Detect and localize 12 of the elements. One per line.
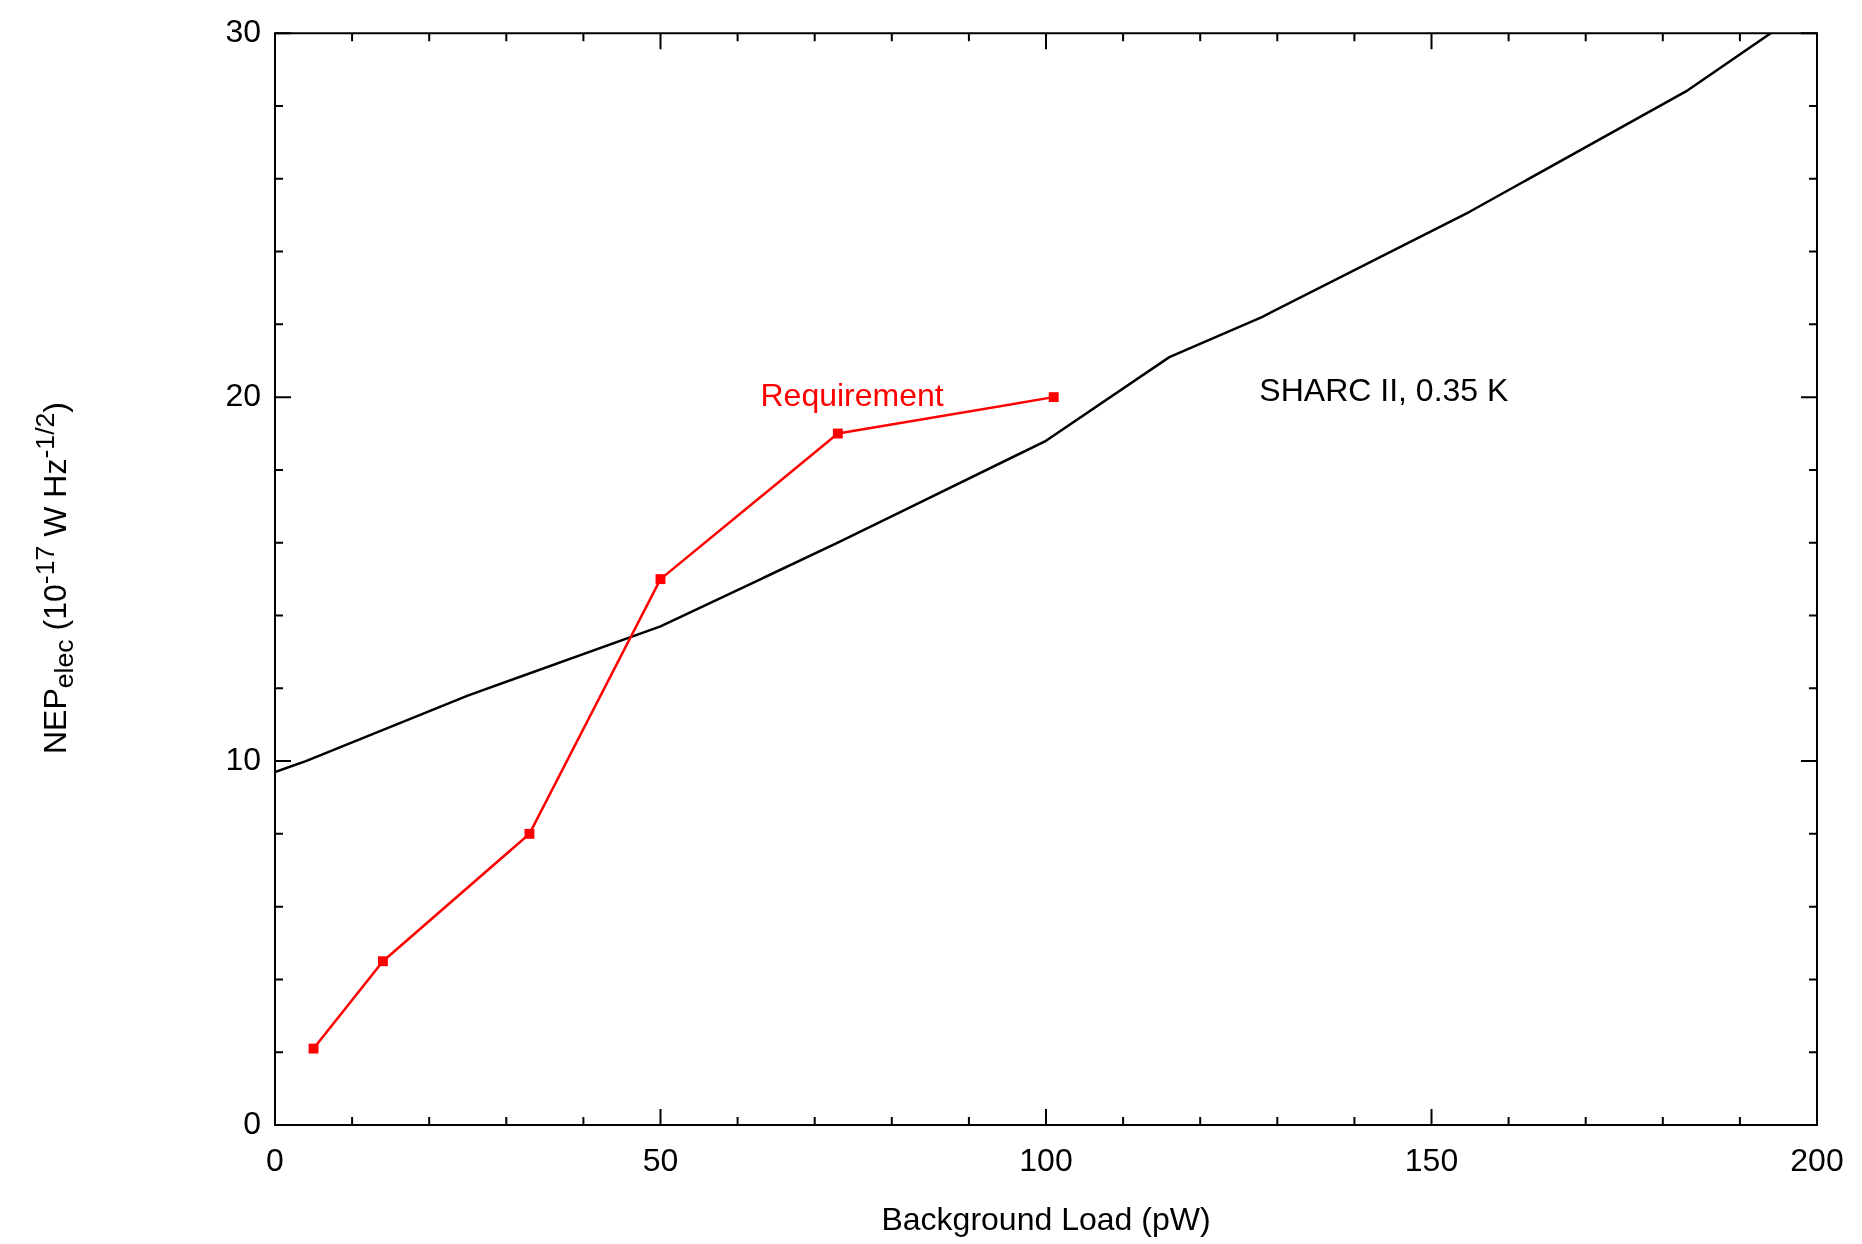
x-tick-label: 150 xyxy=(1404,1142,1459,1179)
series-label: Requirement xyxy=(760,376,944,413)
x-tick-label: 50 xyxy=(642,1142,679,1179)
x-axis-title: Background Load (pW) xyxy=(881,1200,1211,1237)
x-tick-label: 100 xyxy=(1019,1142,1073,1179)
x-tick-label: 200 xyxy=(1790,1142,1844,1179)
x-tick-label: 0 xyxy=(266,1142,284,1179)
y-tick-label: 0 xyxy=(243,1104,261,1141)
series-label: SHARC II, 0.35 K xyxy=(1259,371,1509,408)
y-tick-label: 10 xyxy=(225,740,261,777)
y-tick-label: 30 xyxy=(225,13,261,50)
y-tick-label: 20 xyxy=(225,376,261,413)
